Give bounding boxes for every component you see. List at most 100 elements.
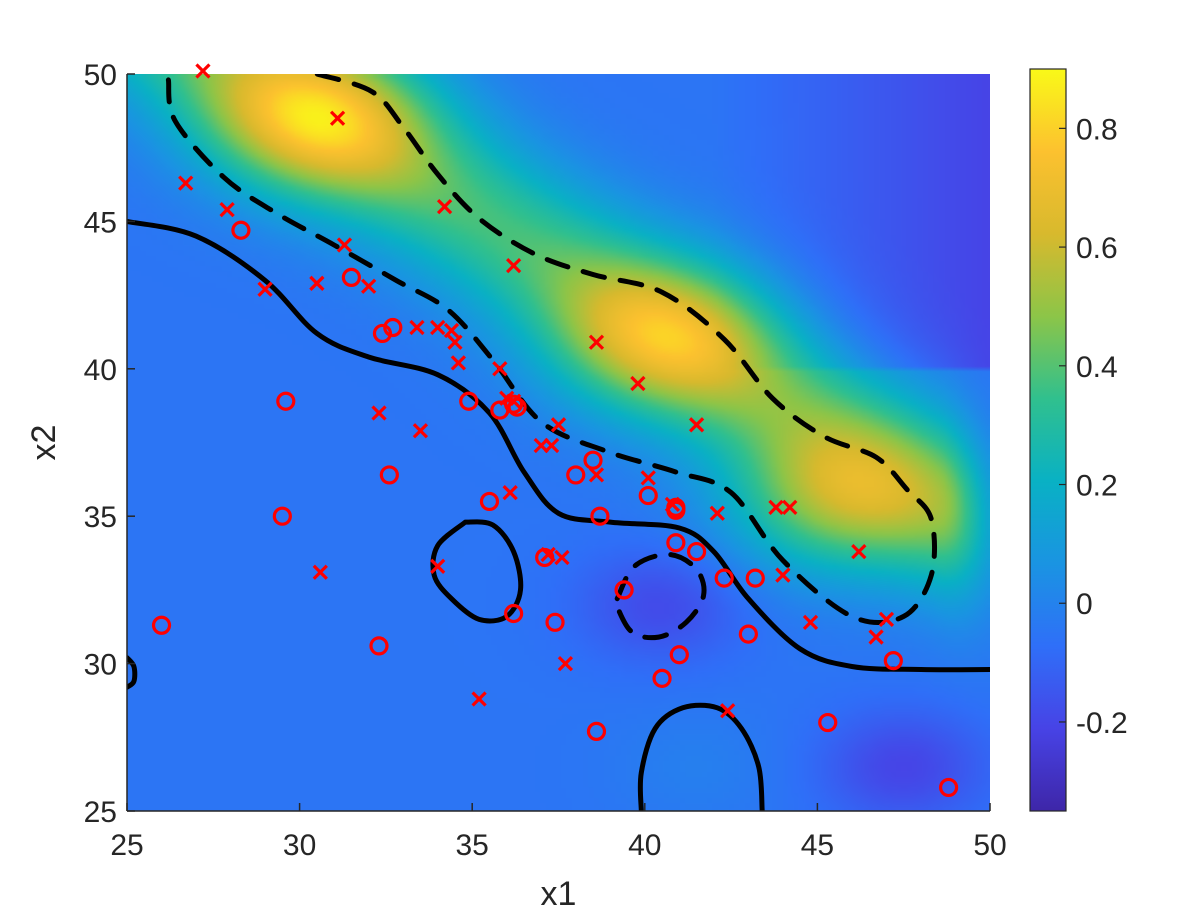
o-marker: [372, 323, 393, 344]
o-marker: [883, 651, 903, 671]
colorbar-tick-label: 0.2: [1076, 470, 1118, 503]
x-marker: [630, 375, 646, 392]
x-marker: [312, 564, 328, 580]
o-marker: [369, 636, 389, 656]
x-marker: [878, 611, 895, 628]
x-marker: [412, 423, 429, 439]
o-marker: [479, 491, 500, 512]
colorbar-tick-label: 0: [1076, 588, 1093, 621]
o-marker: [151, 615, 172, 635]
x-marker: [543, 437, 560, 454]
x-marker: [195, 63, 211, 79]
x-marker: [554, 549, 570, 566]
x-marker: [588, 467, 605, 483]
colorbar-gradient: [1029, 68, 1067, 812]
x-marker: [371, 405, 387, 421]
y-tick-label: 30: [84, 649, 117, 682]
o-marker: [535, 547, 555, 568]
o-marker: [686, 541, 707, 562]
heatmap-surface: [127, 74, 990, 811]
contour-line-solid-2: [637, 702, 765, 811]
x-tick-label: 30: [283, 829, 316, 862]
contour-line-solid-0: [127, 218, 990, 673]
o-marker: [586, 721, 607, 742]
x-marker: [709, 505, 725, 521]
axes: 25 30 35 40 45 50 25 30 35 40 45 50: [84, 59, 1007, 862]
x-marker: [471, 691, 487, 707]
x-marker: [430, 319, 446, 336]
o-marker: [459, 391, 479, 411]
o-marker: [272, 506, 292, 526]
colorbar-ticks: -0.2 0 0.2 0.4 0.6 0.8: [1059, 113, 1128, 740]
x-tick-label: 45: [801, 829, 834, 862]
x-marker: [775, 567, 791, 583]
x-marker: [257, 281, 273, 297]
o-marker: [341, 267, 361, 288]
o-marker: [590, 506, 610, 526]
o-marker: [714, 568, 734, 588]
o-marker: [379, 465, 399, 485]
x-marker: [588, 334, 605, 350]
y-tick-label: 35: [84, 501, 117, 534]
o-marker: [818, 712, 838, 733]
x-marker: [505, 257, 522, 274]
o-marker: [738, 624, 758, 644]
o-marker: [231, 220, 251, 240]
contour-line-solid-3: [127, 655, 138, 690]
colorbar-tick-label: 0.8: [1076, 113, 1118, 146]
o-marker: [666, 533, 686, 553]
o-marker: [504, 394, 524, 414]
o-marker: [507, 397, 527, 417]
y-axis-label: x2: [25, 425, 63, 461]
x-marker: [640, 470, 656, 486]
o-marker: [745, 568, 765, 588]
x-tick-label: 40: [628, 829, 661, 862]
o-marker: [666, 497, 686, 517]
o-marker: [652, 668, 672, 688]
x-marker: [768, 499, 784, 515]
plot-area: [127, 63, 990, 811]
x-marker: [336, 237, 353, 253]
o-marker: [566, 465, 586, 485]
y-tick-label: 25: [84, 796, 117, 829]
x-marker: [430, 558, 446, 574]
o-marker: [638, 485, 658, 506]
x-marker: [492, 361, 508, 377]
colorbar-tick-label: -0.2: [1076, 707, 1128, 740]
colorbar: -0.2 0 0.2 0.4 0.6 0.8: [1029, 68, 1128, 812]
o-marker: [276, 391, 296, 411]
o-marker: [583, 450, 603, 470]
x-marker: [688, 417, 705, 433]
x-marker: [178, 175, 194, 191]
x-marker: [447, 334, 463, 350]
x-marker: [409, 319, 425, 336]
x-marker: [782, 499, 798, 515]
x-marker: [851, 543, 867, 560]
data-markers: [151, 63, 959, 798]
colorbar-tick-label: 0.6: [1076, 232, 1118, 265]
x-marker: [219, 201, 235, 218]
x-marker: [868, 629, 884, 645]
x-marker: [802, 614, 819, 630]
x-marker: [329, 110, 346, 126]
o-marker: [545, 612, 565, 632]
colorbar-tick-label: 0.4: [1076, 351, 1118, 384]
x-marker: [450, 355, 467, 371]
x-marker: [720, 703, 736, 719]
x-tick-label: 50: [973, 829, 1006, 862]
x-tick-label: 25: [110, 829, 143, 862]
x-marker: [309, 275, 325, 291]
o-marker: [614, 580, 634, 600]
o-marker: [383, 317, 403, 338]
x-marker: [550, 417, 567, 433]
x-marker: [443, 322, 460, 339]
x-marker: [436, 199, 453, 215]
y-tick-label: 50: [84, 59, 117, 92]
y-tick-label: 45: [84, 206, 117, 239]
x-axis-label: x1: [541, 875, 577, 913]
contour-lines: [127, 74, 990, 811]
x-marker: [557, 655, 574, 672]
x-tick-label: 35: [456, 829, 489, 862]
y-tick-label: 40: [84, 354, 117, 387]
